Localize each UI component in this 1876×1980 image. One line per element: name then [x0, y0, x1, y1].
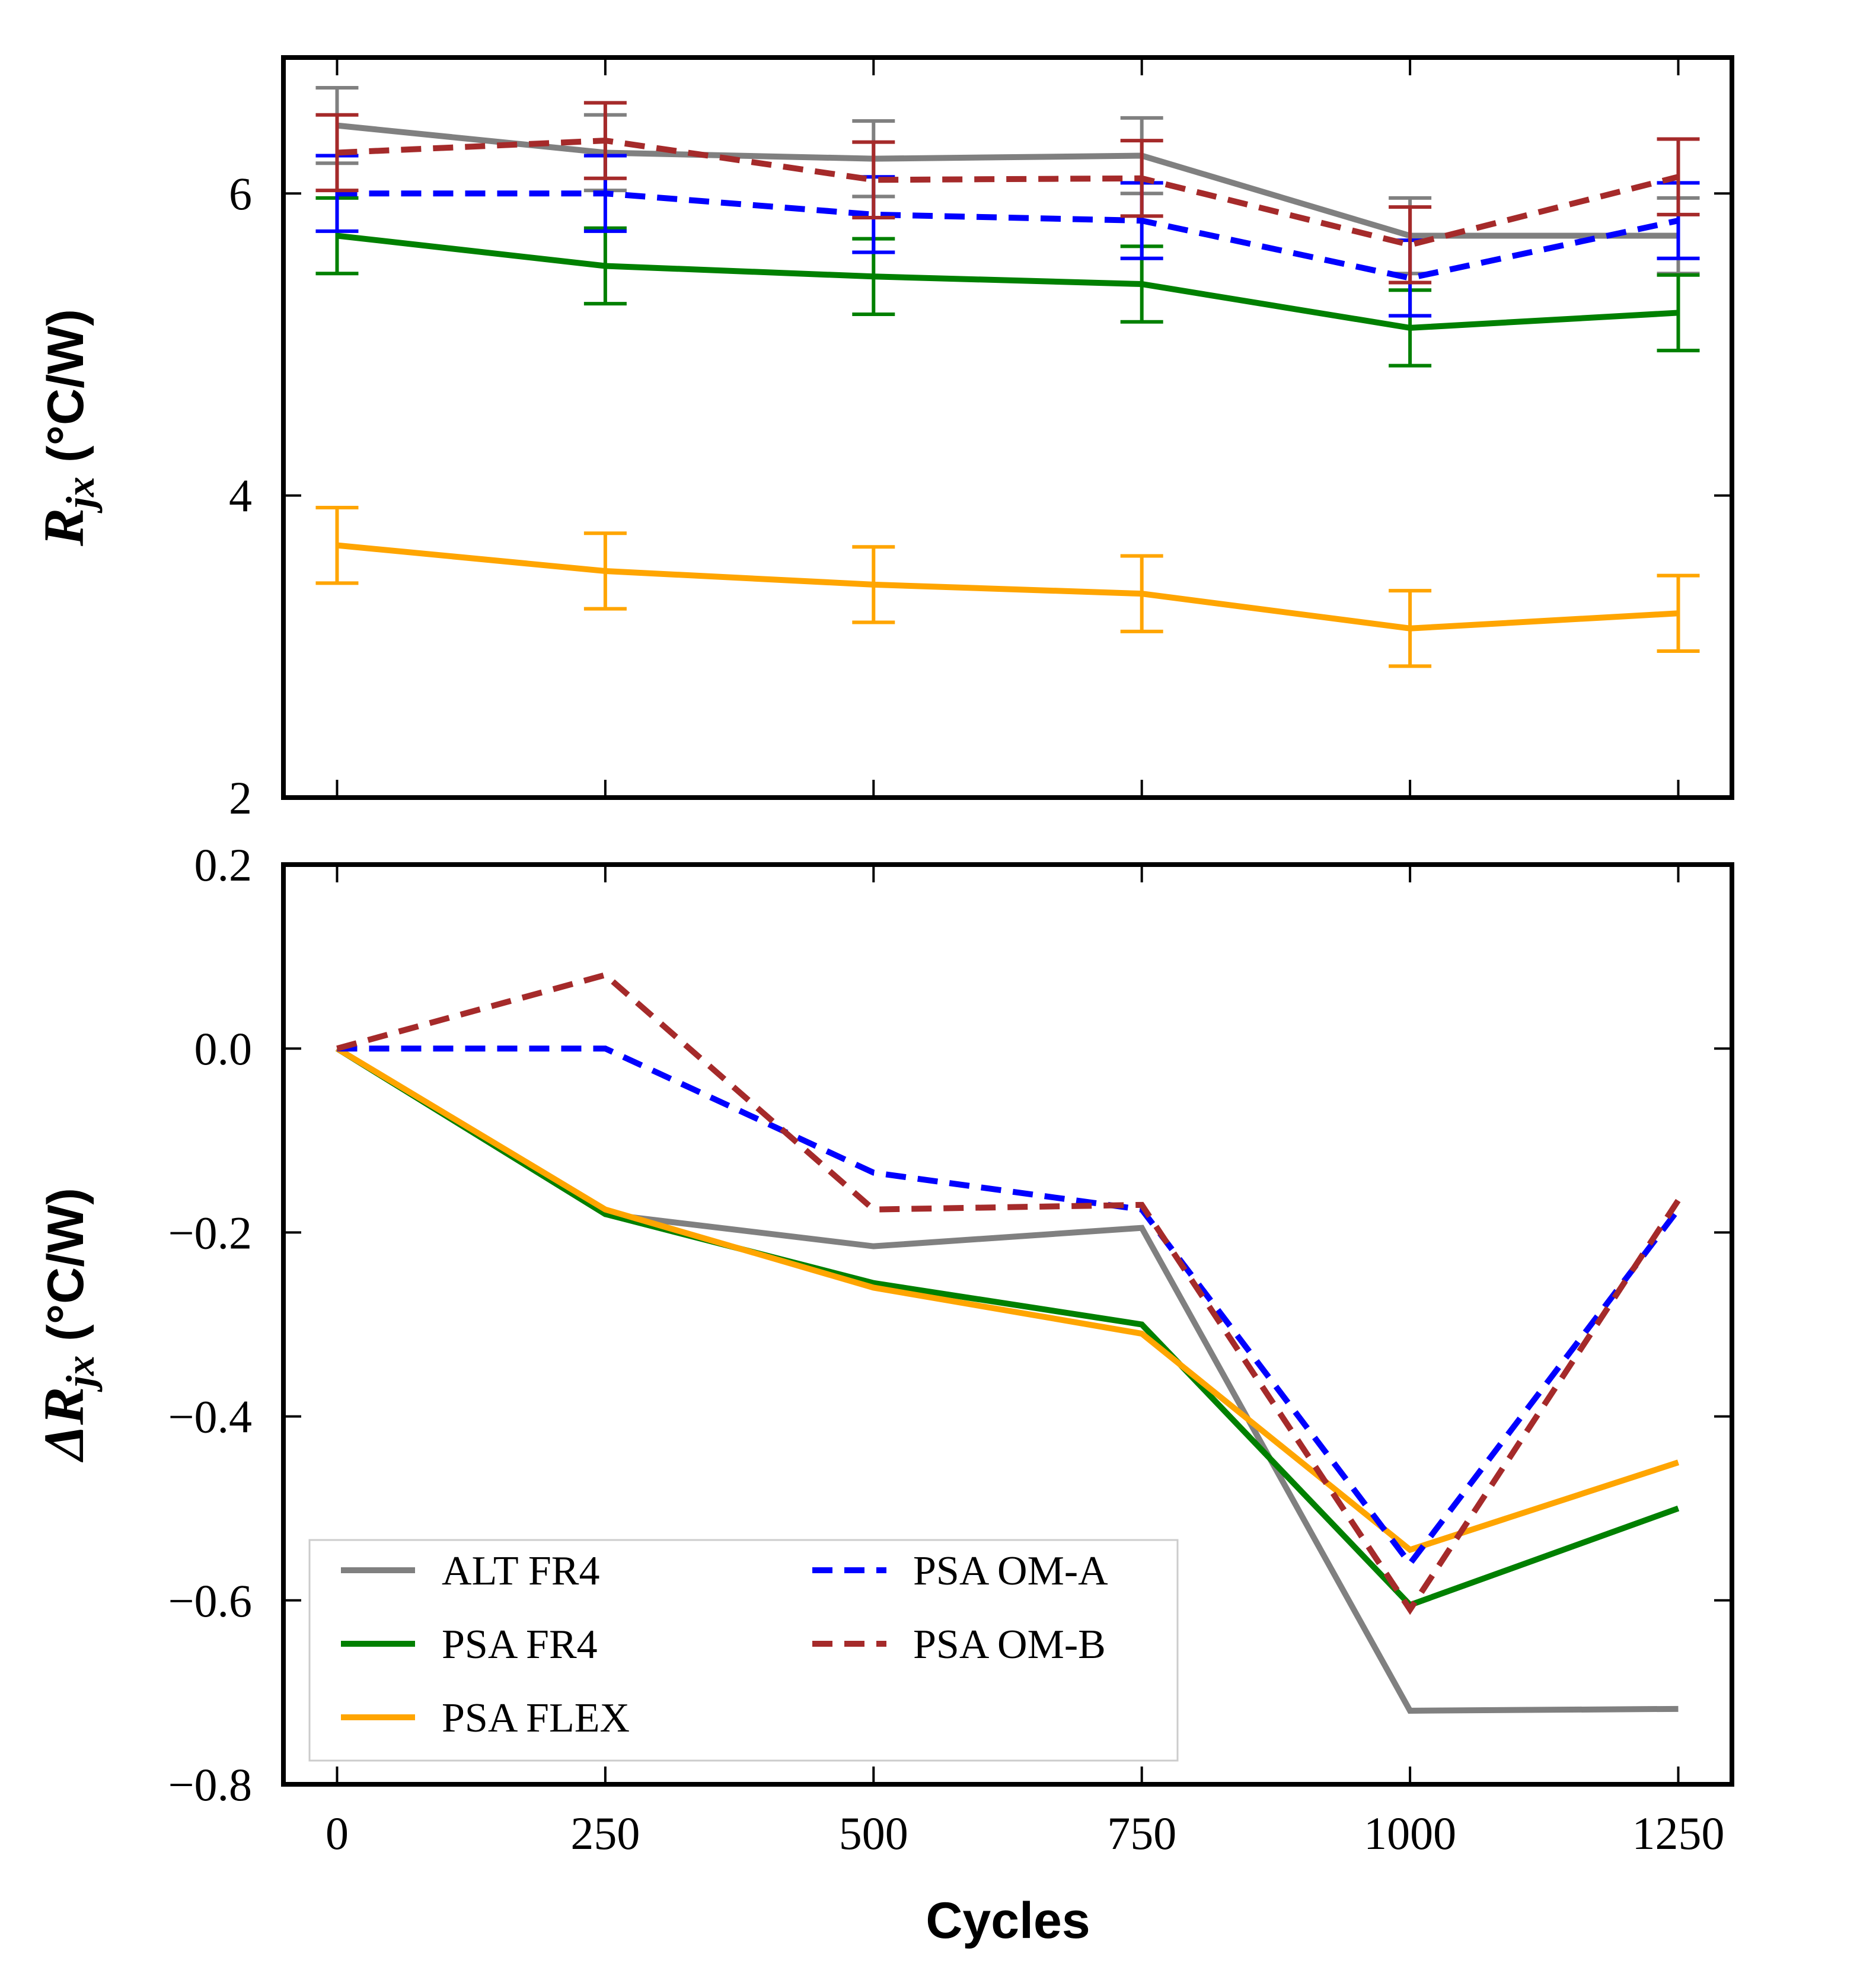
legend-label-alt-fr4: ALT FR4 — [442, 1548, 600, 1594]
bottom-line-psa-flex — [335, 1045, 1680, 1554]
top-ytick-label: 6 — [229, 168, 252, 219]
legend-item-psa-om-a: PSA OM-A — [812, 1548, 1108, 1594]
bottom-series-psa-fr4 — [335, 1045, 1680, 1609]
legend-box — [308, 1539, 1179, 1762]
top-panel: 2 4 6 Rjx (°C/W) — [32, 55, 1734, 824]
top-line-psa-om-b — [337, 138, 1679, 248]
legend-label-psa-fr4: PSA FR4 — [442, 1622, 598, 1667]
bottom-series-psa-om-b — [336, 971, 1681, 1615]
bottom-line-psa-om-b — [336, 971, 1681, 1615]
legend-item-psa-flex: PSA FLEX — [341, 1695, 630, 1741]
x-axis-label: Cycles — [926, 1892, 1090, 1949]
xtick-label: 750 — [1107, 1807, 1176, 1859]
bottom-line-psa-fr4 — [335, 1045, 1680, 1609]
bottom-ytick-label: −0.8 — [168, 1759, 253, 1810]
bottom-y-label-main: ΔR — [32, 1387, 95, 1463]
top-series-psa-flex — [315, 505, 1700, 668]
legend-label-psa-flex: PSA FLEX — [442, 1695, 630, 1741]
bottom-series-psa-om-a — [337, 1045, 1681, 1569]
top-series-group — [315, 85, 1700, 668]
top-ytick-label: 2 — [229, 772, 252, 824]
legend-label-psa-om-a: PSA OM-A — [913, 1548, 1108, 1594]
bottom-series-psa-flex — [335, 1045, 1680, 1554]
xtick-label: 500 — [839, 1807, 908, 1859]
xtick-label: 1000 — [1364, 1807, 1456, 1859]
top-plot-frame — [281, 55, 1734, 800]
top-series-psa-om-b — [315, 101, 1700, 285]
top-line-psa-om-a — [337, 190, 1679, 281]
bottom-ytick-label: −0.2 — [168, 1207, 253, 1258]
top-line-psa-flex — [337, 542, 1679, 632]
xtick-label: 0 — [326, 1807, 349, 1859]
legend-item-alt-fr4: ALT FR4 — [341, 1548, 600, 1594]
top-y-label-main: R — [32, 508, 95, 547]
legend-label-psa-om-b: PSA OM-B — [913, 1622, 1106, 1667]
bottom-y-axis-label: ΔRjx (°C/W) — [32, 1188, 103, 1463]
bottom-line-psa-om-a — [337, 1045, 1681, 1569]
top-ticks-group: 2 4 6 — [229, 58, 1732, 824]
bottom-ytick-label: −0.4 — [168, 1391, 253, 1443]
legend-item-psa-om-b: PSA OM-B — [812, 1622, 1106, 1667]
top-y-axis-label: Rjx (°C/W) — [32, 309, 103, 547]
xtick-label: 1250 — [1632, 1807, 1725, 1859]
bottom-series-group — [335, 971, 1681, 1714]
xtick-label: 250 — [570, 1807, 640, 1859]
top-y-label-unit: (°C/W) — [37, 309, 94, 477]
bottom-ticks-group: −0.8 −0.6 −0.4 −0.2 0.0 0.2 0 250 500 750 1000 1250 — [168, 839, 1732, 1859]
bottom-ytick-label: 0.0 — [194, 1023, 253, 1075]
legend-item-psa-fr4: PSA FR4 — [341, 1622, 598, 1667]
bottom-y-label-unit: (°C/W) — [37, 1188, 94, 1356]
top-line-psa-fr4 — [336, 232, 1679, 331]
legend: ALT FR4 PSA FR4 PSA FLEX PSA OM-A PSA OM-B — [308, 1539, 1179, 1762]
bottom-y-label-sub: jx — [58, 1356, 103, 1392]
bottom-plot-frame — [281, 862, 1734, 1787]
bottom-ytick-label: −0.6 — [168, 1575, 253, 1627]
top-y-label-sub: jx — [58, 477, 103, 514]
bottom-panel: −0.8 −0.6 −0.4 −0.2 0.0 0.2 0 250 500 750 1000 1250… — [32, 839, 1734, 1949]
top-ytick-label: 4 — [229, 470, 252, 522]
bottom-ytick-label: 0.2 — [194, 839, 253, 891]
